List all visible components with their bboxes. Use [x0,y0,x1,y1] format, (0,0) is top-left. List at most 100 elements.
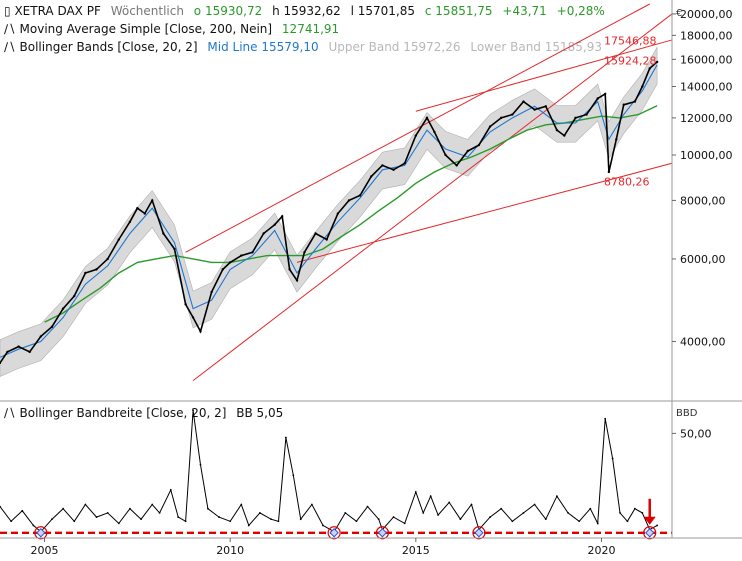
bandwidth-point [192,409,194,412]
bandwidth-point [177,516,180,518]
bandwidth-point [344,511,347,514]
bandwidth-point [589,507,592,510]
price-point [358,194,362,197]
bandwidth-panel[interactable] [0,409,672,540]
bandwidth-point [641,511,644,514]
price-point [555,128,559,132]
price-legend: ▯ XETRA DAX PF Wöchentlich o 15930,72 h … [4,4,605,18]
bandwidth-point [633,507,636,510]
price-point [641,85,644,88]
trendline [296,162,673,263]
high-value: 15932,62 [283,4,341,18]
bandwidth-point [500,507,503,510]
bandwidth-point [626,520,629,523]
price-point [199,330,202,333]
squeeze-marker-diamond [36,528,46,538]
bandwidth-point [32,524,35,527]
price-point [370,175,373,178]
bandwidth-point [299,518,302,521]
price-point [128,220,132,224]
low-label: l [350,4,354,18]
price-point [533,108,536,111]
line-series-icon: ∕∖ [4,40,16,54]
bandwidth-point [169,488,172,491]
bandwidth-point [0,505,1,508]
price-point [414,134,418,137]
price-point [280,215,284,218]
price-point [106,257,109,261]
price-point [0,361,2,365]
line-series-icon: ∕∖ [4,22,16,36]
bandwidth-point [247,524,250,527]
bandwidth-point [578,520,581,523]
price-point [381,164,384,167]
bandwidth-legend: ∕∖ Bollinger Bandbreite [Close, 20, 2] B… [4,406,283,420]
sma-params: [Close, 200, Nein] [164,22,273,36]
price-point [603,92,607,96]
squeeze-marker [375,526,390,540]
bandwidth-point [556,495,558,498]
price-panel[interactable]: 17546,88 15924,28 8780,26 [0,3,673,382]
lower-band-label: Lower Band [470,40,541,54]
change-value: +43,71 [502,4,547,18]
price-point [466,149,470,153]
bandwidth-point [533,503,536,506]
bandwidth-point [240,503,243,506]
price-point [84,271,87,275]
bandwidth-point [611,457,614,460]
bandwidth-point [151,503,154,506]
bollinger-band-area [0,46,658,377]
sma-name: Moving Average Simple [19,22,161,36]
bandwidth-point [567,511,569,514]
bandwidth-point [403,522,406,525]
price-tick-label: 4000,00 [680,335,726,348]
price-point [544,105,547,108]
bandwidth-point [522,511,525,514]
price-point [173,247,176,251]
price-point [288,268,291,271]
bandwidth-tick-label: 50,00 [680,427,712,440]
price-point [117,238,121,241]
price-point [295,279,299,282]
price-point [585,113,588,116]
trend-value-label: 15924,28 [604,54,657,67]
trendline [415,39,673,112]
bandwidth-point [511,520,514,523]
bandwidth-point [596,522,599,525]
price-point [136,206,139,210]
bandwidth-point [448,501,451,504]
price-tick-label: 18000,00 [680,29,733,42]
price-point [522,100,525,103]
bandwidth-point [619,511,621,514]
instrument-name: XETRA DAX PF [14,4,101,18]
bandwidth-point [95,516,98,518]
sma200-line [44,105,658,323]
price-point [39,335,43,338]
price-point [488,125,492,128]
bandwidth-point [422,511,425,514]
year-tick-label: 2005 [31,544,59,557]
price-point [6,350,9,354]
bandwidth-line [0,410,658,533]
currency-label: € [676,8,682,19]
price-tick-label: 6000,00 [680,253,726,266]
mid-line-value: 15579,10 [261,40,319,54]
price-point [403,162,406,165]
bandwidth-point [229,520,232,523]
price-tick-label: 14000,00 [680,81,733,94]
price-point [28,350,31,354]
bandwidth-point [292,474,295,477]
low-value: 15701,85 [357,4,416,18]
bandwidth-point [117,522,120,525]
price-point [262,232,265,235]
price-point [325,238,328,241]
price-point [240,254,243,257]
bollinger-mid-line [0,64,658,358]
price-point [303,251,306,254]
year-tick-label: 2015 [402,544,430,557]
bandwidth-point [258,511,261,514]
price-point [251,251,254,254]
open-value: 15930,72 [204,4,263,18]
price-point [273,223,276,226]
